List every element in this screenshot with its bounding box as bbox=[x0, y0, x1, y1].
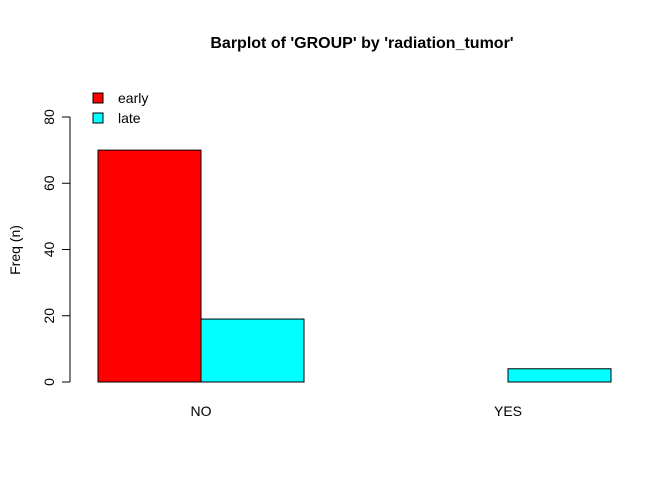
x-axis-labels: NO YES bbox=[191, 403, 523, 419]
bars-group bbox=[97, 149, 612, 383]
y-tick-label: 60 bbox=[41, 175, 57, 191]
legend-swatch-late bbox=[92, 112, 104, 124]
bar-late-no bbox=[200, 318, 305, 383]
legend: early late bbox=[92, 90, 148, 126]
y-tick-label: 40 bbox=[41, 242, 57, 258]
y-axis-label: Freq (n) bbox=[7, 225, 23, 275]
y-tick-label: 20 bbox=[41, 308, 57, 324]
bar-early-no bbox=[97, 149, 202, 383]
x-tick-label-no: NO bbox=[191, 403, 212, 419]
legend-swatch-early bbox=[92, 92, 104, 104]
legend-label-early: early bbox=[118, 90, 148, 106]
legend-label-late: late bbox=[118, 110, 141, 126]
y-tick-label: 0 bbox=[41, 378, 57, 386]
chart-title: Barplot of 'GROUP' by 'radiation_tumor' bbox=[210, 35, 513, 52]
x-tick-label-yes: YES bbox=[494, 403, 522, 419]
y-tick-label: 80 bbox=[41, 109, 57, 125]
bar-late-yes bbox=[507, 368, 612, 383]
y-axis-ticks: 0 20 40 60 80 bbox=[41, 109, 70, 386]
